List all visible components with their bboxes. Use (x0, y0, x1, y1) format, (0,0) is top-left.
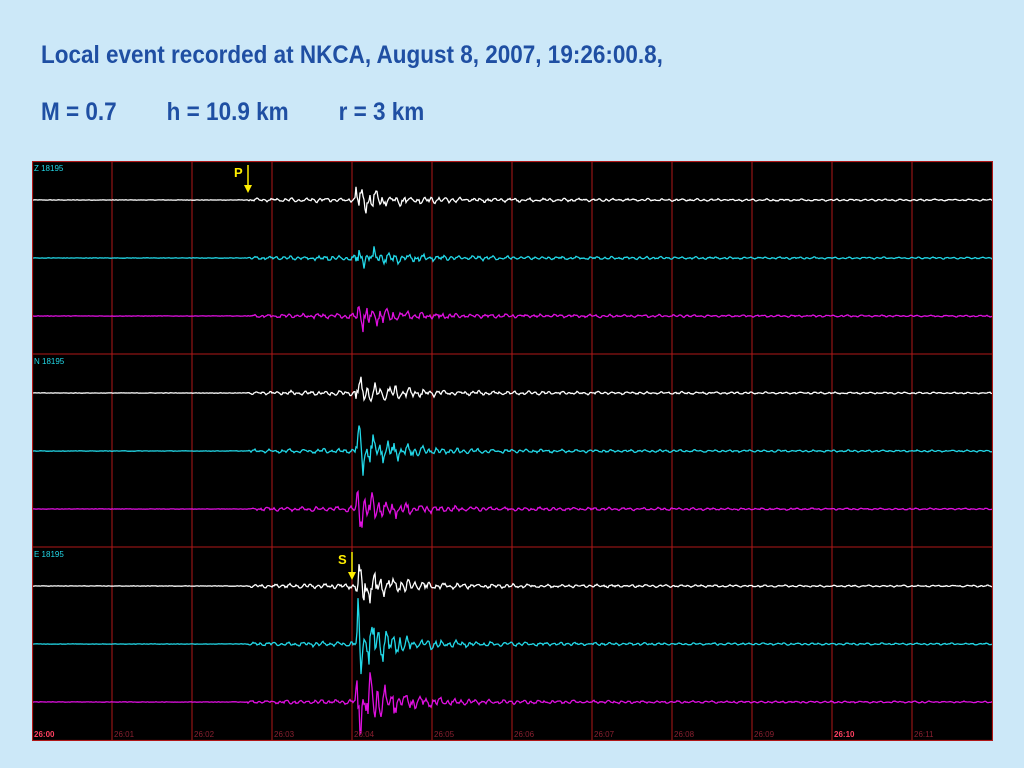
trace-layer (32, 186, 993, 737)
x-tick-label: 26:04 (354, 730, 375, 739)
x-tick-label: 26:05 (434, 730, 455, 739)
seismic-trace (32, 376, 993, 403)
pick-label-s: S (338, 552, 347, 567)
pick-label-p: P (234, 165, 243, 180)
x-tick-label: 26:01 (114, 730, 135, 739)
seismogram-plot: 26:00 26:01 26:02 26:03 26:04 26:05 26:06 26:07… (32, 161, 993, 741)
x-tick-label: 26:06 (514, 730, 535, 739)
seismic-trace (32, 489, 993, 528)
x-tick-label: 26:11 (914, 730, 934, 739)
seismic-trace (32, 186, 993, 214)
x-tick-label: 26:03 (274, 730, 295, 739)
seismic-trace (32, 672, 993, 737)
x-tick-label: 26:10 (834, 730, 855, 739)
station-label: N 18195 (34, 357, 65, 366)
seismic-trace (32, 425, 993, 476)
station-label: E 18195 (34, 550, 64, 559)
plot-border (32, 161, 993, 741)
slide-title-line2: M = 0.7 h = 10.9 km r = 3 km (41, 98, 425, 126)
x-tick-label: 26:09 (754, 730, 775, 739)
pick-arrow-s (348, 572, 356, 580)
x-tick-label: 26:07 (594, 730, 615, 739)
slide-title-line1: Local event recorded at NKCA, August 8, … (41, 41, 663, 69)
seismic-trace (32, 305, 993, 333)
label-layer: 26:00 26:01 26:02 26:03 26:04 26:05 26:06 26:07… (34, 164, 934, 739)
x-tick-label: 26:00 (34, 730, 55, 739)
x-tick-label: 26:02 (194, 730, 215, 739)
seismic-trace (32, 598, 993, 675)
x-tick-label: 26:08 (674, 730, 695, 739)
seismic-trace (32, 564, 993, 604)
pick-arrow-p (244, 185, 252, 193)
seismic-trace (32, 246, 993, 269)
station-label: Z 18195 (34, 164, 64, 173)
